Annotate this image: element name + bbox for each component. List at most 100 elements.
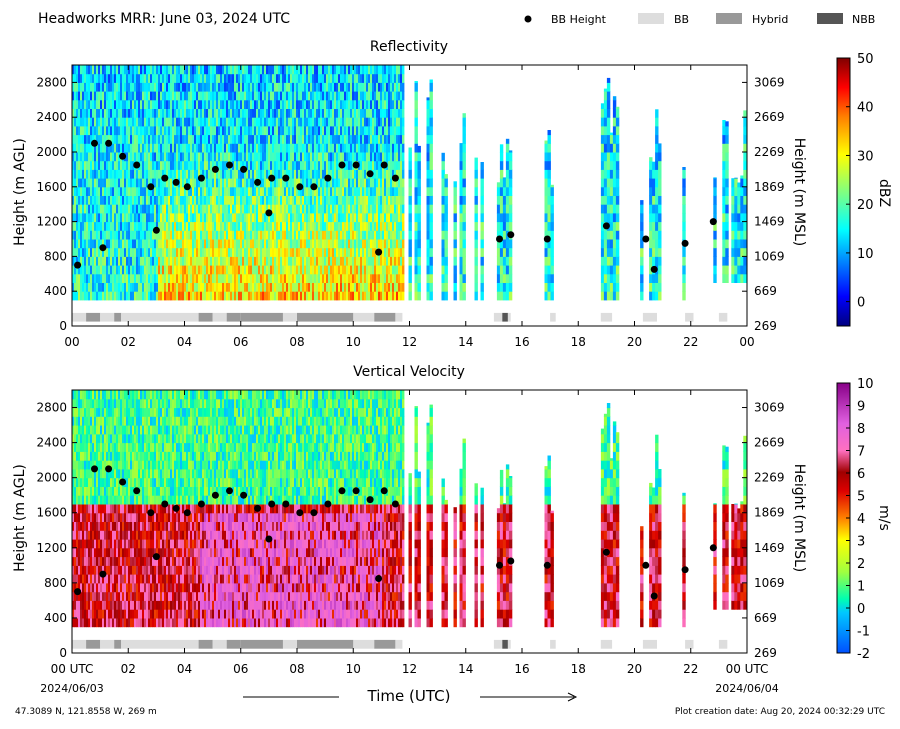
reflectivity-heat-cell [402,204,405,214]
reflectivity-heat-cell [268,134,271,144]
reflectivity-heat-cell [282,186,285,196]
reflectivity-heat-cell [326,221,329,231]
reflectivity-heat-cell [172,239,175,249]
reflectivity-heat-cell [242,169,245,179]
reflectivity-heat-cell [414,212,418,223]
reflectivity-heat-cell [182,82,185,92]
reflectivity-heat-cell [200,82,203,92]
reflectivity-heat-cell [372,204,375,214]
reflectivity-heat-cell [100,212,103,223]
reflectivity-heat-cell [505,204,510,214]
reflectivity-heat-cell [354,212,357,223]
reflectivity-heat-cell [222,125,225,136]
reflectivity-heat-cell [502,247,507,257]
reflectivity-heat-cell [268,195,271,205]
reflectivity-heat-cell [176,99,179,109]
reflectivity-heat-cell [228,247,231,257]
reflectivity-heat-cell [108,195,111,205]
reflectivity-heat-cell [342,108,345,118]
reflectivity-heat-cell [106,273,109,283]
reflectivity-heat-cell [108,291,111,301]
reflectivity-heat-cell [190,265,193,275]
reflectivity-heat-cell [220,65,223,75]
reflectivity-heat-cell [292,152,295,162]
reflectivity-heat-cell [296,247,299,257]
reflectivity-heat-cell [196,108,199,118]
reflectivity-heat-cell [244,125,247,136]
reflectivity-heat-cell [390,160,393,170]
reflectivity-heat-cell [216,108,219,118]
reflectivity-heat-cell [252,108,255,118]
reflectivity-heat-cell [94,73,97,83]
reflectivity-heat-cell [82,73,85,83]
reflectivity-heat-cell [154,108,157,118]
reflectivity-heat-cell [400,256,403,266]
reflectivity-heat-cell [100,169,103,179]
reflectivity-heat-cell [414,82,418,92]
reflectivity-heat-cell [312,108,315,118]
reflectivity-heat-cell [92,195,95,205]
reflectivity-heat-cell [268,91,271,101]
reflectivity-heat-cell [140,273,143,283]
reflectivity-heat-cell [368,152,371,162]
reflectivity-heat-cell [348,91,351,101]
reflectivity-heat-cell [260,117,263,127]
reflectivity-heat-cell [136,134,139,144]
reflectivity-heat-cell [248,204,251,214]
reflectivity-heat-cell [136,256,139,266]
reflectivity-heat-cell [350,212,353,223]
reflectivity-heat-cell [392,204,395,214]
reflectivity-heat-cell [174,160,177,170]
reflectivity-heat-cell [180,82,183,92]
reflectivity-heat-cell [302,125,305,136]
reflectivity-heat-cell [318,273,321,283]
reflectivity-heat-cell [278,143,281,153]
reflectivity-heat-cell [180,221,183,231]
reflectivity-heat-cell [176,82,179,92]
reflectivity-heat-cell [196,186,199,196]
reflectivity-heat-cell [76,160,79,170]
reflectivity-heat-cell [210,108,213,118]
reflectivity-heat-cell [124,212,127,223]
reflectivity-heat-cell [160,143,163,153]
reflectivity-heat-cell [350,169,353,179]
reflectivity-heat-cell [322,99,325,109]
reflectivity-heat-cell [188,99,191,109]
reflectivity-heat-cell [274,134,277,144]
reflectivity-heat-cell [76,221,79,231]
reflectivity-heat-cell [114,186,117,196]
reflectivity-heat-cell [264,221,267,231]
reflectivity-heat-cell [124,291,127,301]
reflectivity-heat-cell [122,117,125,127]
reflectivity-heat-cell [286,125,289,136]
reflectivity-heat-cell [166,91,169,101]
reflectivity-heat-cell [332,91,335,101]
reflectivity-heat-cell [124,178,127,188]
reflectivity-heat-cell [116,273,119,283]
reflectivity-heat-cell [388,195,391,205]
reflectivity-heat-cell [252,125,255,136]
reflectivity-heat-cell [326,143,329,153]
reflectivity-heat-cell [304,282,307,292]
reflectivity-heat-cell [264,212,267,223]
reflectivity-heat-cell [170,160,173,170]
reflectivity-heat-cell [338,178,341,188]
reflectivity-heat-cell [276,99,279,109]
reflectivity-heat-cell [502,178,507,188]
reflectivity-heat-cell [398,186,401,196]
reflectivity-heat-cell [180,160,183,170]
reflectivity-heat-cell [262,212,265,223]
reflectivity-heat-cell [270,265,273,275]
reflectivity-heat-cell [336,291,339,301]
reflectivity-heat-cell [116,265,119,275]
reflectivity-heat-cell [242,204,245,214]
reflectivity-heat-cell [150,117,153,127]
reflectivity-heat-cell [282,239,285,249]
reflectivity-heat-cell [284,117,287,127]
reflectivity-heat-cell [110,169,113,179]
reflectivity-heat-cell [304,117,307,127]
reflectivity-heat-cell [216,134,219,144]
reflectivity-heat-cell [118,134,121,144]
reflectivity-heat-cell [74,195,77,205]
reflectivity-heat-cell [304,134,307,144]
